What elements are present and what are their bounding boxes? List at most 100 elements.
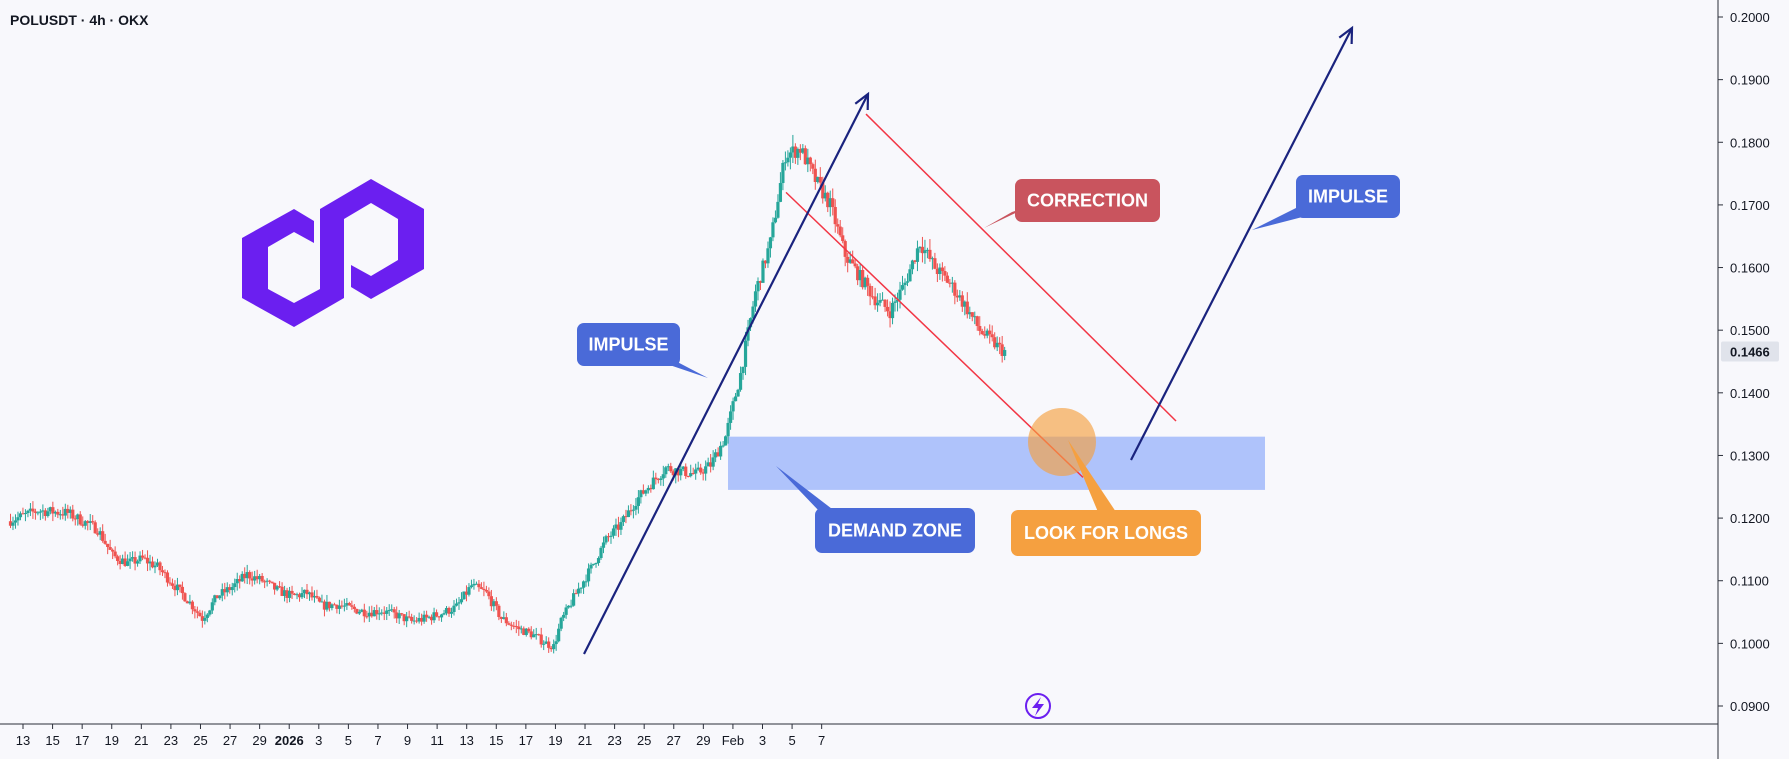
- candle-body: [549, 647, 553, 650]
- candle-body: [205, 614, 209, 618]
- candle-body: [452, 605, 456, 612]
- candle-body: [16, 517, 20, 521]
- candle-body: [327, 601, 332, 609]
- candle-body: [661, 474, 665, 479]
- candle-body: [96, 533, 100, 535]
- candle-body: [544, 641, 548, 644]
- impulse-right-callout-label: IMPULSE: [1308, 187, 1388, 207]
- candle-body: [958, 295, 962, 298]
- candle-body: [116, 556, 120, 562]
- candle-body: [395, 612, 399, 619]
- candle-body: [564, 607, 568, 615]
- time-tick-label: 29: [696, 733, 710, 748]
- candle-body: [183, 593, 187, 602]
- candle-body: [818, 176, 822, 183]
- candle-body: [656, 479, 660, 481]
- candle-body: [611, 528, 616, 536]
- candle-body: [639, 490, 643, 498]
- candle-body: [836, 224, 840, 227]
- candle-body: [659, 478, 663, 480]
- candle-body: [726, 422, 730, 437]
- candle-body: [345, 603, 349, 606]
- candle-body: [813, 168, 817, 183]
- impulse-right-callout[interactable]: IMPULSE: [1252, 175, 1400, 230]
- time-tick-label: Feb: [722, 733, 744, 748]
- candle-body: [56, 511, 60, 515]
- channel-upper-line: [865, 113, 1177, 422]
- candle-body: [995, 342, 999, 348]
- candle-body: [821, 182, 825, 199]
- candle-body: [763, 260, 768, 264]
- candle-body: [517, 626, 521, 630]
- candle-body: [514, 626, 518, 628]
- candle-body: [719, 445, 723, 457]
- candle-body: [332, 604, 337, 606]
- candle-body: [701, 472, 705, 474]
- candle-body: [193, 609, 197, 612]
- candle-body: [806, 157, 810, 165]
- candle-body: [793, 146, 797, 158]
- candle-body: [918, 246, 922, 249]
- candle-body: [761, 260, 765, 283]
- candle-body: [861, 269, 865, 288]
- candle-body: [512, 625, 516, 627]
- candle-body: [569, 605, 573, 607]
- candle-body: [407, 616, 411, 618]
- candle-body: [220, 589, 224, 596]
- candle-body: [738, 373, 743, 390]
- candle-body: [140, 555, 145, 558]
- candle-body: [325, 601, 329, 610]
- candle-body: [449, 611, 454, 614]
- candle-body: [681, 466, 685, 470]
- candle-body: [788, 152, 792, 158]
- time-tick-label: 17: [519, 733, 533, 748]
- candle-body: [938, 267, 942, 275]
- candle-body: [714, 452, 718, 458]
- time-tick-label: 17: [75, 733, 89, 748]
- candle-body: [908, 269, 912, 282]
- candle-body: [880, 299, 885, 301]
- candle-body: [990, 334, 994, 338]
- impulse-arrow-right: [1130, 25, 1354, 461]
- candle-body: [594, 563, 598, 565]
- demand-zone-callout[interactable]: DEMAND ZONE: [776, 466, 975, 553]
- candle-body: [636, 497, 640, 506]
- candle-body: [103, 540, 107, 544]
- candle-body: [228, 587, 232, 591]
- lightning-icon[interactable]: [1025, 693, 1051, 719]
- candle-body: [78, 514, 82, 525]
- candle-body: [773, 217, 778, 223]
- candle-body: [111, 549, 115, 552]
- candle-body: [783, 162, 787, 164]
- candle-body: [504, 617, 508, 624]
- candle-body: [180, 586, 185, 594]
- candle-body: [126, 561, 130, 566]
- candle-body: [646, 487, 650, 491]
- candle-body: [367, 612, 371, 617]
- candle-body: [616, 524, 621, 530]
- candle-body: [61, 514, 65, 516]
- candle-body: [200, 616, 204, 621]
- candle-body: [355, 609, 359, 614]
- time-tick-label: 27: [223, 733, 237, 748]
- candle-body: [796, 148, 800, 158]
- candle-body: [945, 275, 949, 283]
- candle-body: [547, 641, 551, 648]
- impulse-left-callout-label: IMPULSE: [588, 335, 668, 355]
- candle-body: [178, 584, 182, 587]
- candle-body: [357, 611, 361, 614]
- candle-body: [581, 581, 586, 588]
- time-tick-label: 7: [818, 733, 825, 748]
- correction-callout[interactable]: CORRECTION: [984, 179, 1160, 228]
- candle-body: [557, 628, 561, 642]
- candle-body: [260, 575, 264, 582]
- candle-body: [808, 157, 812, 165]
- look-for-longs-callout[interactable]: LOOK FOR LONGS: [1011, 440, 1201, 556]
- impulse-left-callout[interactable]: IMPULSE: [577, 323, 708, 378]
- candle-body: [322, 601, 327, 610]
- candle-body: [651, 477, 655, 490]
- price-axis-bg: [1718, 0, 1789, 759]
- candle-body: [350, 605, 354, 607]
- candle-body: [230, 587, 234, 591]
